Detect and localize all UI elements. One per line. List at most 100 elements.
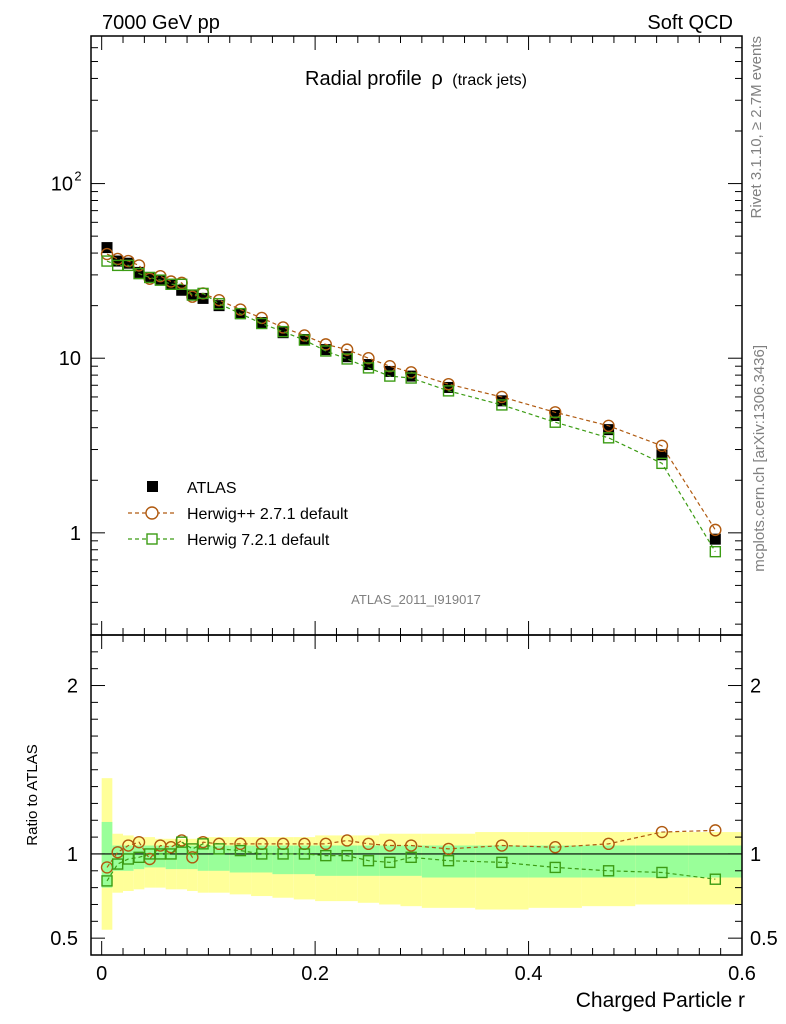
plot-title-suffix: (track jets) [452,72,527,89]
legend: ATLAS Herwig++ 2.7.1 default Herwig 7.2.… [128,480,349,549]
herwigpp-ratio-point [709,824,722,837]
main-y-tick-label: 10 [51,174,73,196]
atlas-data-point [603,424,615,436]
herwig7-main-point [384,370,396,382]
herwig7-main-point [341,353,353,365]
herwig7-main-point [298,334,311,346]
herwig7-ratio-point [101,875,113,887]
legend-herwig7-marker [146,533,158,545]
rivet-version-label: Rivet 3.1.10, ≥ 2.7M events [748,36,765,219]
legend-herwig7-label: Herwig 7.2.1 default [187,532,330,549]
herwigpp-ratio-point [602,837,615,851]
herwig7-ratio-point [341,849,353,862]
herwig7-ratio-point [405,851,417,864]
ratio-y-tick-label-right: 1 [750,844,761,866]
x-tick-label: 0 [96,963,107,985]
herwigpp-main-point [442,377,455,391]
herwig7-main-point [256,317,268,330]
herwigpp-main-point [495,390,509,404]
atlas-data-point [362,359,374,371]
atlas-data-point [405,370,417,382]
herwigpp-ratio-point [362,837,375,851]
herwig7-main-point [197,287,209,300]
header-left: 7000 GeV pp [102,12,220,34]
ratio-stat-band [123,845,134,871]
herwig7-main-point [122,259,135,272]
ratio-stat-band [165,845,177,870]
legend-atlas-label: ATLAS [187,480,237,497]
ratio-stat-band [197,845,209,871]
ratio-y-tick-label-right: 0.5 [750,928,778,950]
herwig7-ratio-point [656,866,668,879]
ratio-y-tick-label-left: 2 [67,676,78,698]
herwigpp-ratio-point [495,839,509,852]
herwig7-main-point [277,325,289,338]
herwig7-ratio-point [234,844,247,857]
herwig7-main-point [709,545,722,558]
ratio-stat-band [400,845,422,876]
ratio-stat-band [688,845,742,878]
ratio-stat-band [421,845,476,878]
x-tick-label: 0.2 [301,963,329,985]
ratio-stat-band [155,845,166,868]
ratio-stat-band [581,845,636,878]
herwig7-ratio-point [549,861,561,874]
herwigpp-ratio-point [111,846,124,859]
ratio-ylabel: Ratio to ATLAS [24,744,41,845]
herwig7-main-point [176,278,188,290]
herwig7-ratio-point [277,848,289,860]
atlas-data-point [549,409,561,421]
plot-title: Radial profile ρ (track jets) [305,68,527,90]
atlas-data-point [443,381,455,393]
atlas-data-point [101,242,113,254]
herwigpp-ratio-point [234,837,247,851]
x-axis-label: Charged Particle r [576,989,745,1012]
herwigpp-main-point [709,523,722,537]
plot-title-main: Radial profile [305,68,422,90]
herwigpp-ratio-point [383,839,397,852]
legend-atlas-marker [147,481,158,492]
herwigpp-main-point [655,439,669,453]
ratio-stat-band [379,845,401,876]
herwig7-ratio-point [384,856,396,869]
main-y-tick-label: 1 [70,523,81,545]
herwig7-main-point [549,416,561,428]
atlas-data-point [656,449,668,461]
main-y-tick-label: 10 [59,348,81,370]
atlas-data-point [144,271,156,283]
herwig7-ratio-point [709,873,722,885]
herwig7-ratio-point [442,854,455,867]
herwig7-main-point [656,457,668,470]
herwig7-ratio-point [197,838,209,850]
herwig7-ratio-point [213,843,225,855]
herwig7-main-point [362,362,375,374]
plot-title-symbol: ρ [431,68,442,90]
herwigpp-main-point [340,343,354,356]
herwig7-ratio-point [496,856,508,869]
herwig7-ratio-point [362,854,375,867]
herwigpp-main-point [319,338,332,351]
atlas-data-point [122,257,134,269]
herwig7-ratio-point [320,849,332,862]
herwig7-ratio-point [256,848,268,860]
ratio-stat-band [101,821,113,888]
ratio-y-tick-label-right: 2 [750,676,761,698]
atlas-data-point [176,284,188,296]
herwig7-main-point [213,298,225,310]
atlas-data-point [256,317,268,329]
x-tick-label: 0.6 [728,963,756,985]
herwig7-main-point [320,345,332,357]
herwigpp-main-line [106,253,716,531]
atlas-data-point [496,395,508,407]
ratio-stat-band [475,845,529,878]
ratio-stat-band [144,845,156,868]
legend-herwigpp-marker [145,506,159,520]
herwigpp-ratio-point [340,834,354,847]
atlas-data-point [341,351,353,363]
header-right: Soft QCD [647,12,733,34]
herwig7-ratio-line [106,841,716,882]
ratio-y-tick-label-left: 0.5 [50,928,78,950]
herwigpp-ratio-point [655,825,669,839]
herwig7-main-line [106,260,716,552]
